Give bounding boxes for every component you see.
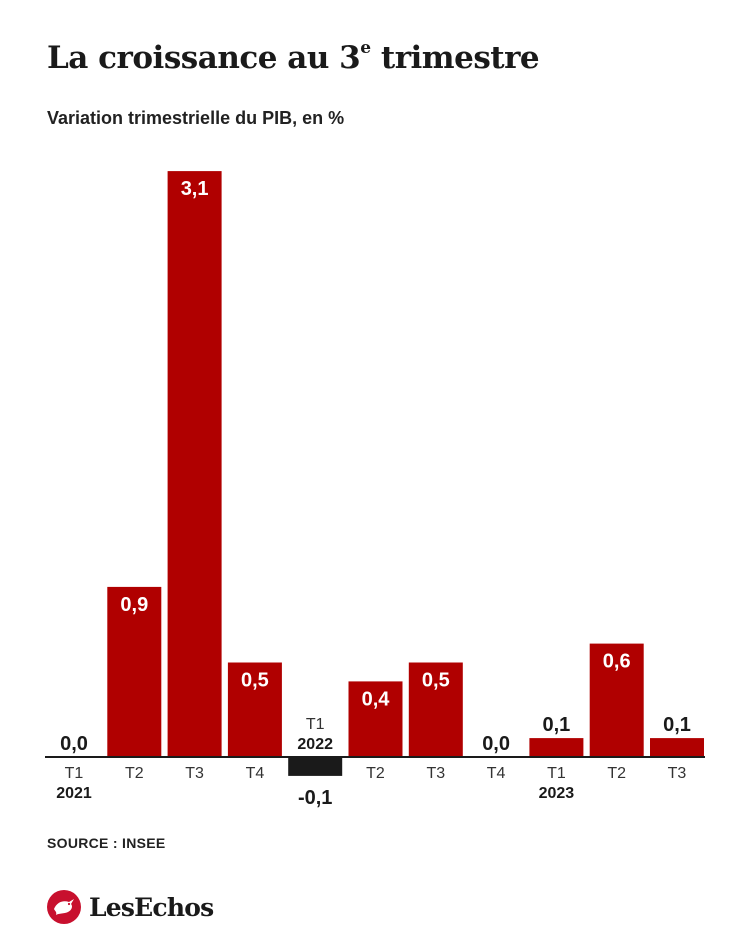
tick-label-7: T4 <box>487 765 506 782</box>
value-label-8: 0,1 <box>542 714 570 736</box>
logo-text: LesEchos <box>89 892 214 922</box>
tick-label-4: T1 <box>306 716 325 733</box>
les-echos-bird-logo-icon <box>47 890 81 924</box>
value-label-5: 0,4 <box>362 688 391 710</box>
tick-label-2: T3 <box>185 765 204 782</box>
tick-label-1: T2 <box>125 765 144 782</box>
year-label-8: 2023 <box>539 785 575 802</box>
bar-chart: 0,0 T1 2021 0,9 T2 3,1 T3 0,5 T4 -0,1 T1 2022 0,4 T2 0… <box>45 171 705 809</box>
value-label-2: 3,1 <box>181 178 209 200</box>
tick-label-3: T4 <box>246 765 265 782</box>
bar-5 <box>348 681 403 757</box>
bar-2 <box>167 171 222 758</box>
value-label-6: 0,5 <box>422 670 450 692</box>
bar-4 <box>288 757 343 776</box>
tick-label-5: T2 <box>366 765 385 782</box>
bar-3 <box>227 662 282 757</box>
tick-label-8: T1 <box>547 765 566 782</box>
value-label-9: 0,6 <box>603 651 631 673</box>
les-echos-logo: LesEchos <box>47 890 214 924</box>
chart-title: La croissance au 3e trimestre <box>47 38 540 76</box>
year-label-4: 2022 <box>297 736 333 753</box>
bar-8 <box>529 738 584 757</box>
bar-1 <box>107 586 162 757</box>
year-label-0: 2021 <box>56 785 92 802</box>
tick-label-6: T3 <box>426 765 445 782</box>
bar-9 <box>589 643 644 757</box>
chart-subtitle: Variation trimestrielle du PIB, en % <box>47 108 345 128</box>
value-label-3: 0,5 <box>241 670 269 692</box>
value-label-7: 0,0 <box>482 733 510 755</box>
tick-label-9: T2 <box>607 765 626 782</box>
bar-6 <box>408 662 463 757</box>
tick-label-0: T1 <box>65 765 84 782</box>
value-label-0: 0,0 <box>60 733 88 755</box>
bar-10 <box>650 738 704 757</box>
source-note: SOURCE : INSEE <box>47 835 166 851</box>
value-label-4: -0,1 <box>298 787 332 809</box>
value-label-1: 0,9 <box>120 594 148 616</box>
tick-label-10: T3 <box>668 765 687 782</box>
value-label-10: 0,1 <box>663 714 691 736</box>
